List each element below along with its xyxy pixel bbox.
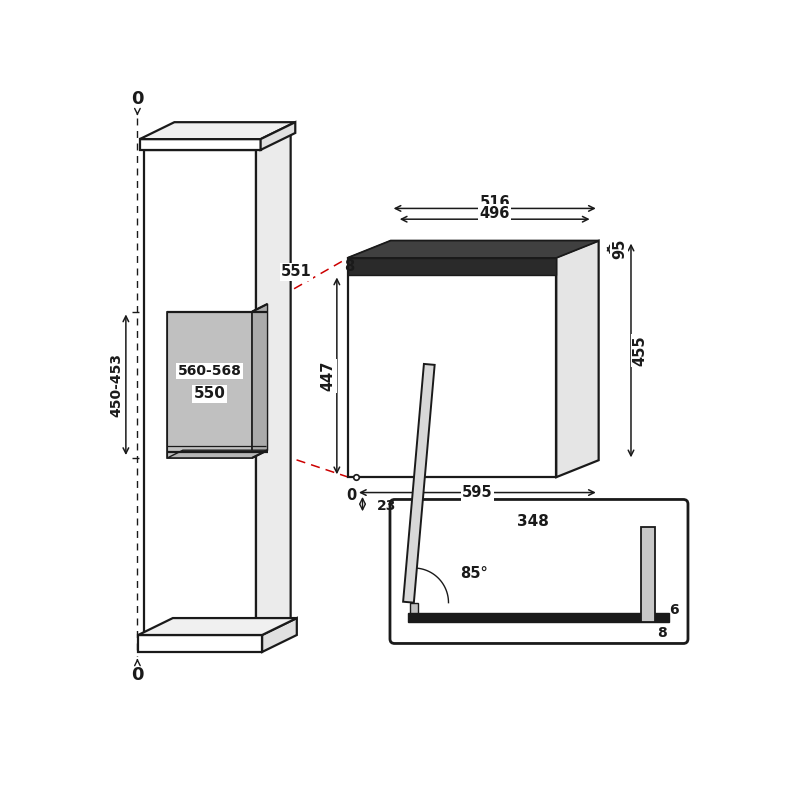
Text: 23: 23 <box>376 499 396 514</box>
FancyBboxPatch shape <box>390 499 688 643</box>
Polygon shape <box>144 133 290 150</box>
Text: 551: 551 <box>281 264 312 279</box>
Text: 8: 8 <box>344 258 354 274</box>
Text: 0: 0 <box>131 666 144 684</box>
Text: 447: 447 <box>320 361 335 391</box>
Bar <box>409 614 670 622</box>
Polygon shape <box>252 304 267 458</box>
Bar <box>410 602 418 614</box>
Polygon shape <box>140 122 295 139</box>
Bar <box>349 258 556 274</box>
Text: 0: 0 <box>346 488 357 503</box>
Polygon shape <box>349 241 598 258</box>
Bar <box>144 150 256 635</box>
Polygon shape <box>256 133 290 635</box>
Text: 8: 8 <box>657 626 666 640</box>
Bar <box>138 635 262 652</box>
Text: 516: 516 <box>479 194 510 210</box>
Text: 560-568: 560-568 <box>178 364 242 378</box>
Text: 85°: 85° <box>460 566 488 581</box>
Text: 6: 6 <box>669 603 678 617</box>
Bar <box>641 527 655 622</box>
Text: 450-453: 450-453 <box>110 353 124 417</box>
Bar <box>349 258 556 477</box>
Text: 550: 550 <box>194 386 226 402</box>
Polygon shape <box>261 122 295 150</box>
Polygon shape <box>262 618 297 652</box>
Text: 595: 595 <box>462 485 493 500</box>
Polygon shape <box>349 241 598 258</box>
Text: 348: 348 <box>518 514 549 529</box>
Text: 455: 455 <box>633 335 648 366</box>
Polygon shape <box>167 450 267 458</box>
Text: 496: 496 <box>479 206 510 221</box>
Text: 95: 95 <box>612 239 627 259</box>
Polygon shape <box>138 618 297 635</box>
Polygon shape <box>556 241 598 477</box>
Polygon shape <box>403 364 434 602</box>
Bar <box>167 312 252 458</box>
Bar <box>140 139 261 150</box>
Text: 0: 0 <box>131 90 144 108</box>
